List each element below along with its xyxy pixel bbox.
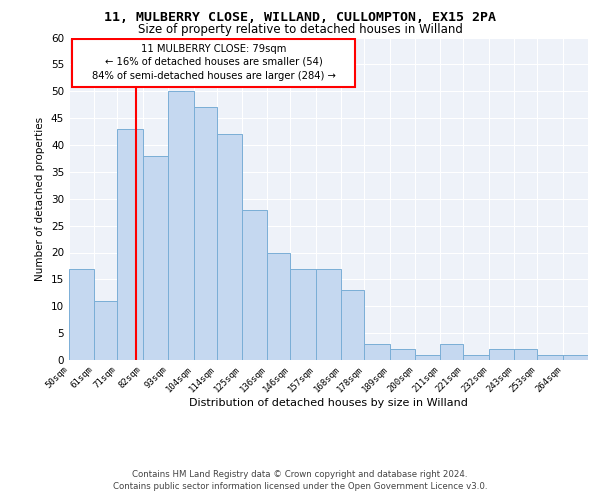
Bar (537, 354, 563, 360)
Text: Contains public sector information licensed under the Open Government Licence v3: Contains public sector information licen… (113, 482, 487, 491)
Bar (290, 268, 316, 360)
Text: 11 MULBERRY CLOSE: 79sqm: 11 MULBERRY CLOSE: 79sqm (141, 44, 286, 54)
Text: 84% of semi-detached houses are larger (284) →: 84% of semi-detached houses are larger (… (92, 71, 335, 81)
Bar (118, 129, 143, 360)
Text: 11, MULBERRY CLOSE, WILLAND, CULLOMPTON, EX15 2PA: 11, MULBERRY CLOSE, WILLAND, CULLOMPTON,… (104, 11, 496, 24)
Bar (242, 210, 268, 360)
Bar (94, 301, 118, 360)
Bar (364, 344, 389, 360)
Text: Distribution of detached houses by size in Willand: Distribution of detached houses by size … (190, 398, 468, 407)
Bar (194, 108, 217, 360)
Bar (415, 354, 440, 360)
Bar (489, 349, 514, 360)
Y-axis label: Number of detached properties: Number of detached properties (35, 116, 46, 281)
Bar (341, 290, 364, 360)
Bar (268, 252, 290, 360)
Bar (316, 268, 341, 360)
Bar (440, 344, 463, 360)
Bar (389, 349, 415, 360)
Bar (73, 38, 355, 87)
Bar (69, 268, 94, 360)
Bar (514, 349, 537, 360)
Bar (563, 354, 588, 360)
Text: ← 16% of detached houses are smaller (54): ← 16% of detached houses are smaller (54… (105, 56, 323, 66)
Text: Size of property relative to detached houses in Willand: Size of property relative to detached ho… (137, 22, 463, 36)
Bar (168, 91, 194, 360)
Bar (217, 134, 242, 360)
Bar (143, 156, 168, 360)
Text: Contains HM Land Registry data © Crown copyright and database right 2024.: Contains HM Land Registry data © Crown c… (132, 470, 468, 479)
Bar (463, 354, 489, 360)
